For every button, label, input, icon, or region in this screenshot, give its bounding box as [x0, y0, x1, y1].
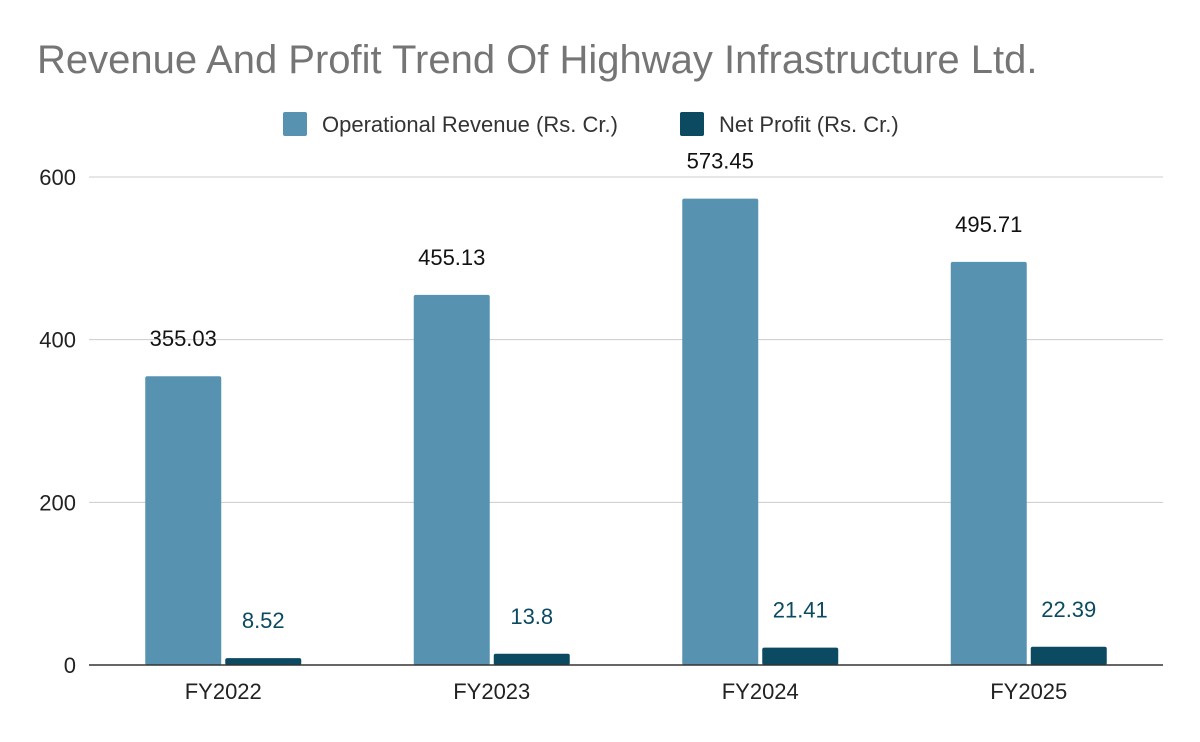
x-category-label: FY2025	[990, 679, 1067, 704]
net-profit-data-label: 8.52	[242, 608, 285, 633]
net-profit-data-label: 21.41	[773, 598, 828, 623]
x-category-label: FY2022	[185, 679, 262, 704]
net-profit-data-label: 22.39	[1041, 597, 1096, 622]
legend-swatch-revenue	[283, 112, 307, 136]
revenue-data-label: 573.45	[687, 149, 754, 174]
y-tick-label: 600	[39, 165, 76, 190]
net-profit-bar	[762, 647, 839, 665]
net-profit-data-label: 13.8	[510, 604, 553, 629]
y-tick-label: 400	[39, 328, 76, 353]
revenue-bar	[950, 261, 1027, 665]
net-profit-bar	[225, 658, 302, 665]
legend-label-net-profit: Net Profit (Rs. Cr.)	[719, 112, 899, 137]
y-axis-ticks: 0 200 400 600	[39, 165, 76, 678]
revenue-bar	[145, 376, 222, 665]
revenue-data-label: 495.71	[955, 212, 1022, 237]
x-category-label: FY2024	[722, 679, 799, 704]
legend-label-revenue: Operational Revenue (Rs. Cr.)	[322, 112, 618, 137]
legend-swatch-net-profit	[680, 112, 704, 136]
legend: Operational Revenue (Rs. Cr.) Net Profit …	[283, 112, 899, 137]
x-axis-categories: FY2022 FY2023 FY2024 FY2025	[185, 679, 1068, 704]
revenue-bar	[682, 198, 759, 665]
data-labels: 355.03 8.52 455.13 13.8 573.45 21.41 495.71 22.…	[150, 149, 1097, 633]
revenue-data-label: 455.13	[418, 245, 485, 270]
chart-title: Revenue And Profit Trend Of Highway Infr…	[37, 38, 1038, 82]
y-tick-label: 200	[39, 490, 76, 515]
revenue-data-label: 355.03	[150, 326, 217, 351]
net-profit-bar	[493, 653, 570, 665]
x-category-label: FY2023	[453, 679, 530, 704]
bars	[145, 198, 1107, 665]
y-tick-label: 0	[64, 653, 76, 678]
revenue-bar	[413, 294, 490, 665]
net-profit-bar	[1030, 646, 1107, 665]
